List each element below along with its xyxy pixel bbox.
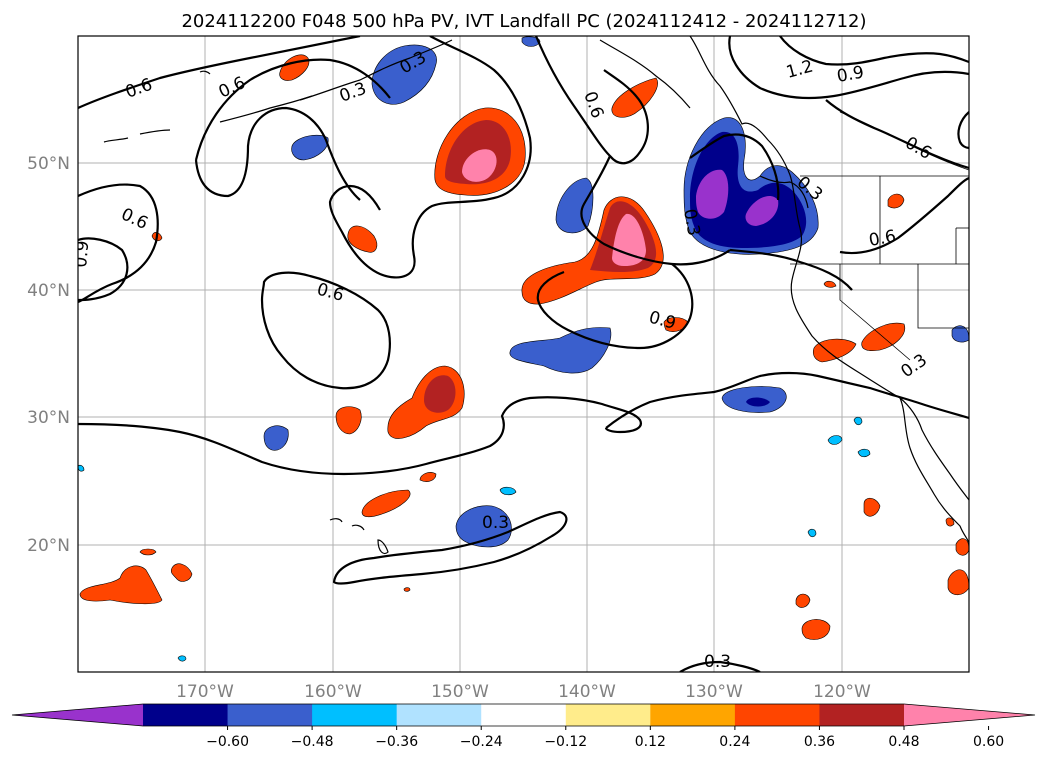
positive-anomaly-region bbox=[955, 538, 969, 556]
negative-anomaly-region bbox=[263, 425, 289, 451]
positive-anomaly-region bbox=[361, 489, 411, 518]
negative-anomaly-region bbox=[745, 195, 779, 226]
colorbar-tick-label: 0.12 bbox=[635, 734, 666, 750]
colorbar-segment bbox=[312, 704, 398, 726]
contour-label: 0.6 bbox=[867, 227, 897, 251]
colorbar-segment bbox=[565, 704, 651, 726]
colorbar-segment bbox=[227, 704, 313, 726]
negative-anomaly-region bbox=[555, 177, 594, 234]
positive-anomaly-region bbox=[795, 593, 811, 608]
positive-anomaly-region bbox=[347, 225, 378, 253]
lat-tick-label: 20°N bbox=[27, 536, 70, 556]
contour-label: 0.3 bbox=[482, 513, 509, 533]
colorbar-extend-high bbox=[904, 704, 1035, 726]
lon-tick-label: 160°W bbox=[304, 682, 362, 702]
contour-label: 0.3 bbox=[679, 207, 703, 237]
colorbar-tick-label: 0.48 bbox=[888, 734, 919, 750]
colorbar-segment bbox=[734, 704, 820, 726]
lat-tick-labels: 50°N 40°N 30°N 20°N bbox=[27, 154, 70, 556]
map-title: 2024112200 F048 500 hPa PV, IVT Landfall… bbox=[181, 11, 866, 32]
negative-anomaly-region bbox=[291, 134, 329, 161]
positive-anomaly-region bbox=[612, 213, 646, 266]
lat-tick-label: 40°N bbox=[27, 281, 70, 301]
lon-tick-label: 170°W bbox=[176, 682, 234, 702]
colorbar-tick-label: 0.24 bbox=[719, 734, 750, 750]
negative-anomaly-region bbox=[371, 44, 437, 105]
lat-tick-label: 30°N bbox=[27, 408, 70, 428]
lon-tick-label: 130°W bbox=[685, 682, 743, 702]
negative-anomaly-region bbox=[690, 131, 807, 248]
positive-anomaly-region bbox=[462, 149, 497, 182]
contour-label: 0.3 bbox=[704, 652, 731, 672]
negative-anomaly-region bbox=[696, 169, 729, 219]
positive-anomaly-region bbox=[823, 280, 837, 288]
ivt-pc-fill bbox=[78, 36, 969, 662]
positive-anomaly-region bbox=[812, 338, 857, 363]
positive-anomaly-region bbox=[403, 587, 411, 592]
positive-anomaly-region bbox=[945, 517, 955, 527]
negative-anomaly-region bbox=[746, 397, 770, 407]
lon-tick-label: 120°W bbox=[813, 682, 871, 702]
contour-label: 0.9 bbox=[71, 240, 93, 269]
positive-anomaly-region bbox=[801, 619, 831, 640]
pv-contours bbox=[78, 36, 969, 672]
colorbar-tick-label: −0.12 bbox=[544, 734, 587, 750]
negative-anomaly-region bbox=[177, 655, 187, 662]
positive-anomaly-region bbox=[419, 472, 437, 482]
negative-anomaly-region bbox=[857, 448, 871, 458]
positive-anomaly-region bbox=[863, 497, 881, 517]
colorbar-tick-label: −0.36 bbox=[375, 734, 418, 750]
colorbar-tick-label: 0.60 bbox=[973, 734, 1004, 750]
negative-anomaly-region bbox=[807, 528, 817, 538]
lon-tick-label: 150°W bbox=[431, 682, 489, 702]
colorbar-segment bbox=[481, 704, 567, 726]
colorbar: −0.60 −0.48 −0.36 −0.24 −0.12 0.12 0.24 0.36 0.4… bbox=[11, 703, 1036, 750]
positive-anomaly-region bbox=[887, 193, 905, 209]
colorbar-segment bbox=[819, 704, 905, 726]
positive-anomaly-region bbox=[139, 548, 157, 556]
colorbar-tick-label: 0.36 bbox=[804, 734, 835, 750]
negative-anomaly-region bbox=[521, 36, 541, 47]
colorbar-segment bbox=[143, 704, 229, 726]
map-content: 0.6 0.6 0.3 0.6 1.2 0.9 0.6 0.6 0.9 0.6 … bbox=[71, 36, 969, 672]
positive-anomaly-region bbox=[170, 563, 193, 582]
positive-anomaly-region bbox=[335, 406, 362, 435]
colorbar-tick-label: −0.60 bbox=[206, 734, 249, 750]
lat-tick-label: 50°N bbox=[27, 154, 70, 174]
negative-anomaly-region bbox=[853, 416, 863, 426]
negative-anomaly-region bbox=[827, 435, 843, 445]
positive-anomaly-region bbox=[424, 375, 456, 413]
colorbar-tick-label: −0.48 bbox=[291, 734, 334, 750]
coastlines bbox=[103, 36, 969, 555]
lon-tick-label: 140°W bbox=[558, 682, 616, 702]
map-frame bbox=[77, 35, 970, 673]
lon-tick-labels: 170°W 160°W 150°W 140°W 130°W 120°W bbox=[176, 682, 871, 702]
contour-label: 0.9 bbox=[835, 63, 865, 87]
colorbar-tick-label: −0.24 bbox=[460, 734, 503, 750]
positive-anomaly-region bbox=[79, 565, 163, 605]
negative-anomaly-region bbox=[499, 486, 517, 496]
positive-anomaly-region bbox=[663, 317, 689, 332]
colorbar-extend-low bbox=[12, 704, 143, 726]
colorbar-outline bbox=[11, 703, 1036, 727]
colorbar-segment bbox=[650, 704, 736, 726]
negative-anomaly-region bbox=[78, 464, 85, 472]
colorbar-segment bbox=[396, 704, 482, 726]
